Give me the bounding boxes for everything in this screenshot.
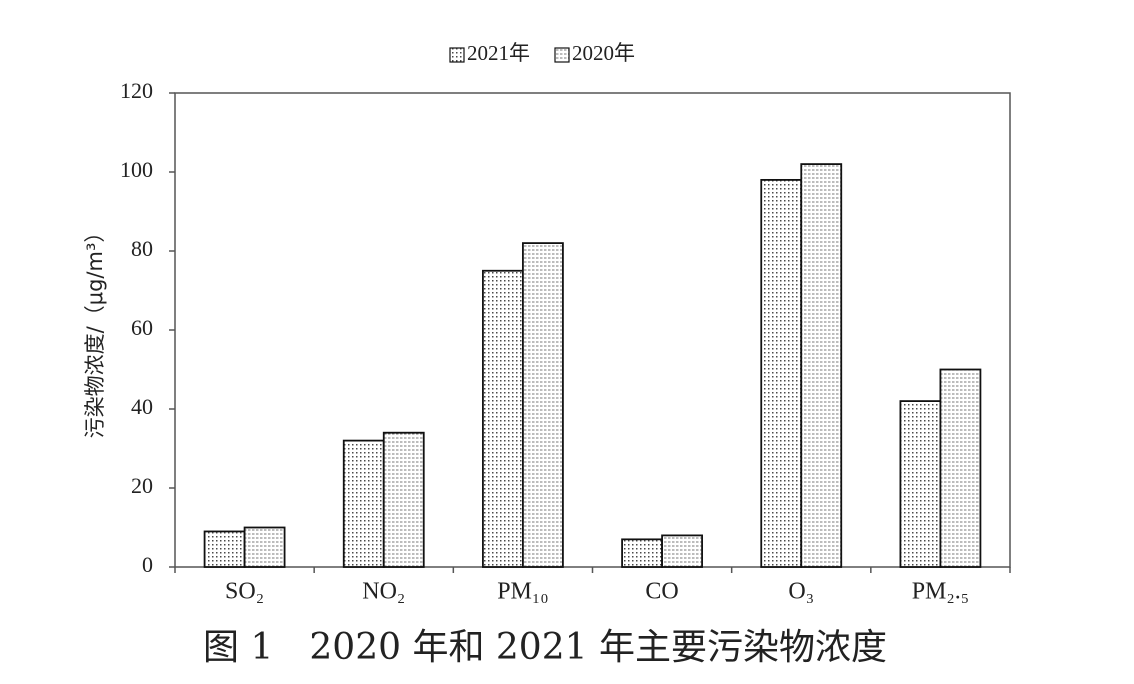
bar — [482, 269, 524, 568]
x-tick-label: CO — [645, 579, 678, 605]
y-tick-label: 20 — [131, 473, 153, 498]
bar — [342, 439, 385, 568]
legend-swatch — [554, 47, 570, 63]
y-tick-label: 80 — [131, 236, 153, 261]
bar — [939, 368, 982, 568]
bar — [661, 534, 703, 568]
bar — [760, 178, 803, 568]
bar — [899, 400, 942, 568]
legend-label: 2021年 — [467, 41, 530, 65]
x-tick-label: PM₂.₅ — [912, 579, 969, 605]
x-tick-label: O₃ — [788, 579, 814, 605]
legend-label: 2020年 — [572, 41, 635, 65]
y-axis-title: 污染物浓度/（μg/m³） — [83, 222, 107, 439]
bar — [800, 163, 843, 568]
bar — [382, 431, 425, 568]
caption: 图 1 2020 年和 2021 年主要污染物浓度 — [203, 627, 887, 668]
bar — [243, 526, 286, 568]
y-tick-label: 60 — [131, 315, 153, 340]
bar — [621, 538, 663, 568]
y-tick-label: 40 — [131, 394, 153, 419]
x-tick-label: PM₁₀ — [497, 579, 548, 605]
bar — [203, 530, 246, 568]
y-tick-label: 100 — [120, 157, 153, 182]
y-tick-label: 0 — [142, 552, 153, 577]
x-tick-label: SO₂ — [225, 579, 264, 605]
plot-frame — [174, 92, 1011, 568]
legend-swatch — [449, 47, 465, 63]
y-tick-label: 120 — [120, 78, 153, 103]
bar — [522, 242, 564, 568]
x-tick-label: NO₂ — [362, 579, 405, 605]
